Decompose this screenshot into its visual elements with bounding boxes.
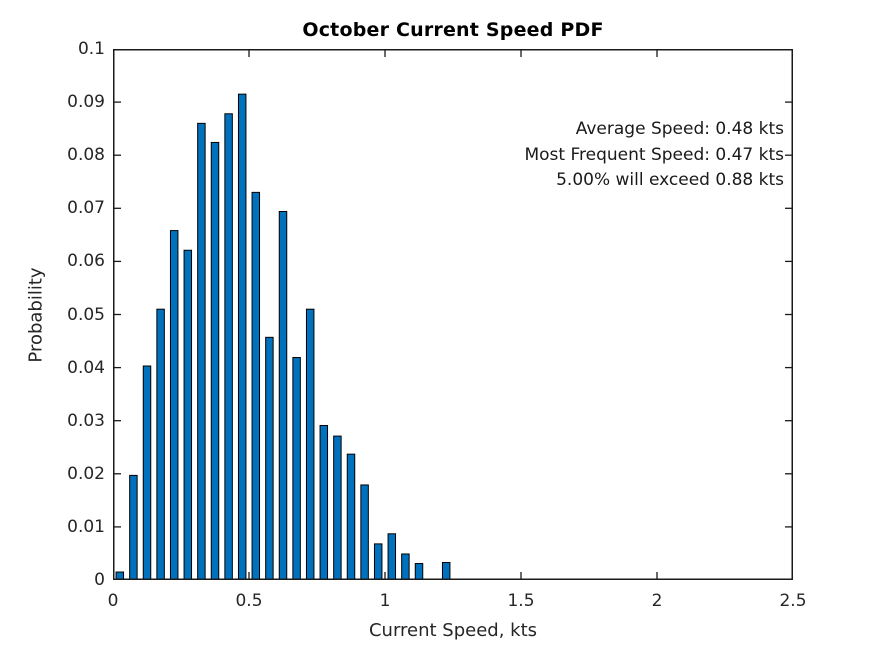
y-tick-label: 0.02: [67, 463, 105, 484]
axes-box: [113, 49, 793, 580]
histogram-bar: [156, 308, 165, 580]
x-tick-label: 2.5: [779, 591, 807, 611]
y-tick-label: 0.05: [67, 304, 105, 325]
histogram-bar: [210, 141, 220, 580]
y-tick-label: 0.1: [77, 39, 105, 59]
histogram-bar: [251, 191, 261, 580]
histogram-bar: [346, 453, 356, 580]
stats-annotation: Average Speed: 0.48 kts Most Frequent Sp…: [524, 117, 784, 194]
histogram-bar: [224, 113, 233, 580]
histogram-plot: [113, 49, 793, 580]
histogram-bar: [333, 435, 342, 580]
histogram-bar: [441, 561, 451, 580]
x-tick-label: 2: [651, 591, 663, 611]
x-axis-label: Current Speed, kts: [368, 620, 538, 641]
histogram-bar: [373, 543, 383, 580]
y-tick-label: 0.06: [67, 251, 105, 272]
histogram-bar: [169, 230, 179, 580]
x-tick-label: 0.5: [235, 591, 263, 611]
annotation-exceedance: 5.00% will exceed 0.88 kts: [556, 170, 784, 190]
annotation-most-frequent-speed: Most Frequent Speed: 0.47 kts: [524, 144, 784, 165]
x-tick-label: 1: [379, 591, 391, 611]
histogram-bar: [414, 563, 424, 580]
histogram-bar: [387, 533, 397, 580]
annotation-average-speed: Average Speed: 0.48 kts: [575, 119, 784, 139]
y-tick-label: 0.03: [67, 410, 105, 431]
histogram-bar: [401, 553, 410, 580]
histogram-bar: [237, 93, 247, 580]
histogram-bar: [292, 357, 301, 580]
histogram-bar: [319, 424, 329, 580]
y-tick-label: 0.04: [67, 357, 105, 378]
histogram-bar: [129, 474, 138, 580]
histogram-bar: [183, 249, 193, 580]
histogram-bar: [115, 571, 125, 580]
plot-area: [113, 49, 793, 580]
histogram-bar: [265, 336, 274, 580]
y-tick-label: 0.01: [67, 516, 105, 537]
x-tick-label: 1.5: [507, 591, 535, 611]
x-tick-label: 0: [107, 591, 119, 611]
y-tick-label: 0: [94, 570, 105, 590]
histogram-bar: [142, 365, 152, 580]
histogram-bar: [305, 308, 315, 580]
y-tick-label: 0.08: [67, 145, 105, 166]
y-tick-label: 0.09: [67, 92, 105, 113]
chart-title: October Current Speed PDF: [302, 19, 604, 41]
histogram-bar: [278, 210, 288, 580]
histogram-bar: [360, 484, 369, 580]
histogram-bar: [197, 122, 206, 580]
y-tick-label: 0.07: [67, 198, 105, 219]
